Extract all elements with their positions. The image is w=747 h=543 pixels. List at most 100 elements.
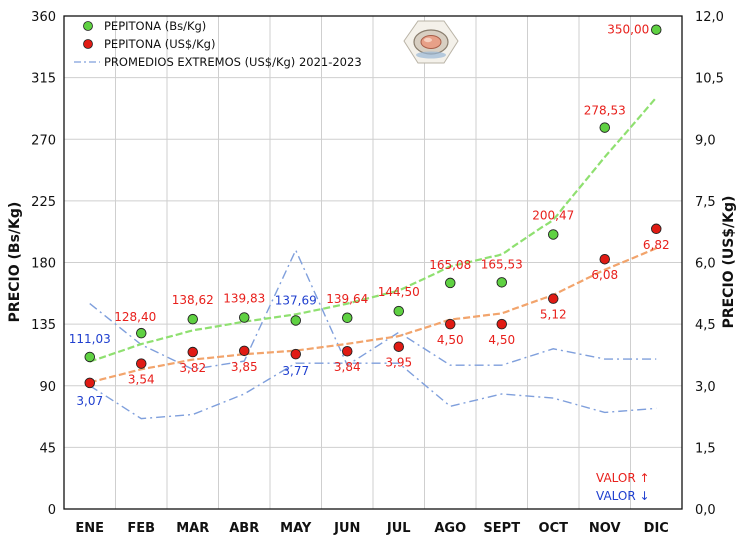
left-axis-label: PRECIO (Bs/Kg): [7, 202, 23, 323]
x-tick-label: DIC: [644, 521, 669, 536]
x-tick-label: SEPT: [483, 521, 520, 536]
legend-marker-usd: [83, 39, 93, 49]
x-tick-label: AGO: [434, 521, 466, 536]
data-label-usd: 5,12: [540, 308, 567, 322]
left-tick-label: 225: [31, 195, 56, 210]
product-logo: [403, 20, 459, 64]
legend-label-usd: PEPITONA (US$/Kg): [104, 37, 215, 51]
plot-area-frame: [63, 15, 683, 510]
marker-bs: [135, 327, 147, 339]
data-label-usd: 3,82: [179, 361, 206, 375]
legend: PEPITONA (Bs/Kg) PEPITONA (US$/Kg) PROME…: [74, 19, 362, 69]
data-label-bs: 128,40: [114, 310, 156, 324]
left-axis-ticks: 0 45 90 135 180 225 270 315 360: [31, 10, 56, 518]
data-label-usd: 6,08: [591, 268, 618, 282]
x-tick-label: FEB: [127, 521, 155, 536]
marker-usd: [135, 358, 147, 369]
right-tick-label: 9,0: [695, 133, 716, 148]
x-tick-label: NOV: [589, 521, 621, 536]
trend-line-bs: [89, 96, 658, 363]
data-label-usd: 3,07: [76, 394, 103, 408]
marker-bs: [599, 122, 611, 133]
right-tick-label: 12,0: [695, 10, 724, 25]
marker-usd: [84, 377, 95, 389]
left-tick-label: 180: [31, 257, 56, 272]
data-label-usd: 4,50: [437, 333, 464, 347]
x-tick-label: MAR: [176, 521, 209, 536]
trend-line-usd: [89, 247, 657, 384]
marker-usd: [496, 318, 508, 330]
marker-usd: [599, 253, 611, 265]
data-label-usd: 4,50: [488, 333, 515, 347]
data-label-usd: 3,54: [128, 373, 155, 387]
data-label-usd: 3,85: [231, 360, 258, 374]
right-axis-label: PRECIO (US$/Kg): [721, 196, 737, 329]
grid: [64, 16, 682, 509]
right-axis-ticks: 0,0 1,5 3,0 4,5 6,0 7,5 9,0 10,5 12,0: [695, 10, 724, 518]
marker-bs: [187, 313, 198, 325]
x-tick-label: OCT: [539, 521, 569, 536]
extremes-max-line: [89, 248, 657, 371]
left-tick-label: 270: [31, 133, 56, 148]
left-tick-label: 315: [31, 72, 56, 87]
marker-usd: [548, 293, 559, 304]
x-axis-ticks: ENE FEB MAR ABR MAY JUN JUL AGO SEPT OCT NOV DIC: [75, 521, 668, 536]
legend-marker-bs: [83, 21, 93, 31]
data-label-bs: 200,47: [532, 208, 574, 222]
data-label-bs: 139,83: [223, 292, 265, 306]
right-tick-label: 4,5: [695, 318, 716, 333]
data-label-bs: 165,53: [481, 257, 523, 271]
data-label-bs: 278,53: [584, 104, 626, 118]
marker-bs: [84, 351, 95, 363]
marker-bs: [651, 24, 662, 35]
legend-label-bs: PEPITONA (Bs/Kg): [104, 19, 206, 33]
marker-bs: [290, 315, 302, 326]
extremes-min-line: [89, 362, 657, 420]
marker-usd: [238, 345, 250, 357]
data-label-bs: 144,50: [378, 285, 420, 299]
right-tick-label: 10,5: [695, 72, 724, 87]
right-tick-label: 7,5: [695, 195, 716, 210]
left-tick-label: 135: [31, 318, 56, 333]
data-label-usd: 3,77: [282, 364, 309, 378]
data-label-bs: 139,64: [326, 292, 368, 306]
marker-bs: [342, 312, 353, 324]
annotation-valor-down: VALOR ↓: [596, 489, 650, 503]
data-label-bs: 350,00: [607, 23, 649, 37]
series-layer: [84, 24, 662, 420]
marker-bs: [393, 305, 405, 317]
left-tick-label: 360: [31, 10, 56, 25]
right-tick-label: 0,0: [695, 503, 716, 518]
left-tick-label: 90: [39, 380, 56, 395]
marker-bs: [548, 229, 559, 240]
x-tick-label: JUN: [333, 521, 360, 536]
marker-bs: [445, 277, 456, 289]
x-tick-label: MAY: [280, 521, 312, 536]
data-label-usd: 3,84: [334, 360, 361, 374]
data-label-bs: 137,69: [275, 293, 317, 307]
legend-label-extremes: PROMEDIOS EXTREMOS (US$/Kg) 2021-2023: [104, 55, 362, 69]
left-tick-label: 0: [48, 503, 56, 518]
x-tick-label: JUL: [386, 521, 411, 536]
data-label-usd: 3,95: [385, 356, 412, 370]
marker-usd: [290, 348, 302, 360]
x-tick-label: ENE: [75, 521, 104, 536]
data-label-usd: 6,82: [643, 238, 670, 252]
right-tick-label: 6,0: [695, 257, 716, 272]
x-tick-label: ABR: [229, 521, 259, 536]
marker-bs: [238, 312, 250, 323]
marker-usd: [445, 318, 456, 330]
annotation-valor-up: VALOR ↑: [596, 471, 650, 485]
data-label-bs: 111,03: [69, 332, 111, 346]
right-tick-label: 1,5: [695, 441, 716, 456]
right-tick-label: 3,0: [695, 380, 716, 395]
left-tick-label: 45: [39, 441, 56, 456]
marker-usd: [187, 346, 198, 358]
marker-usd: [393, 341, 405, 352]
data-label-bs: 138,62: [172, 293, 214, 307]
data-label-bs: 165,08: [429, 258, 471, 272]
marker-bs: [496, 277, 508, 288]
marker-usd: [651, 223, 662, 235]
